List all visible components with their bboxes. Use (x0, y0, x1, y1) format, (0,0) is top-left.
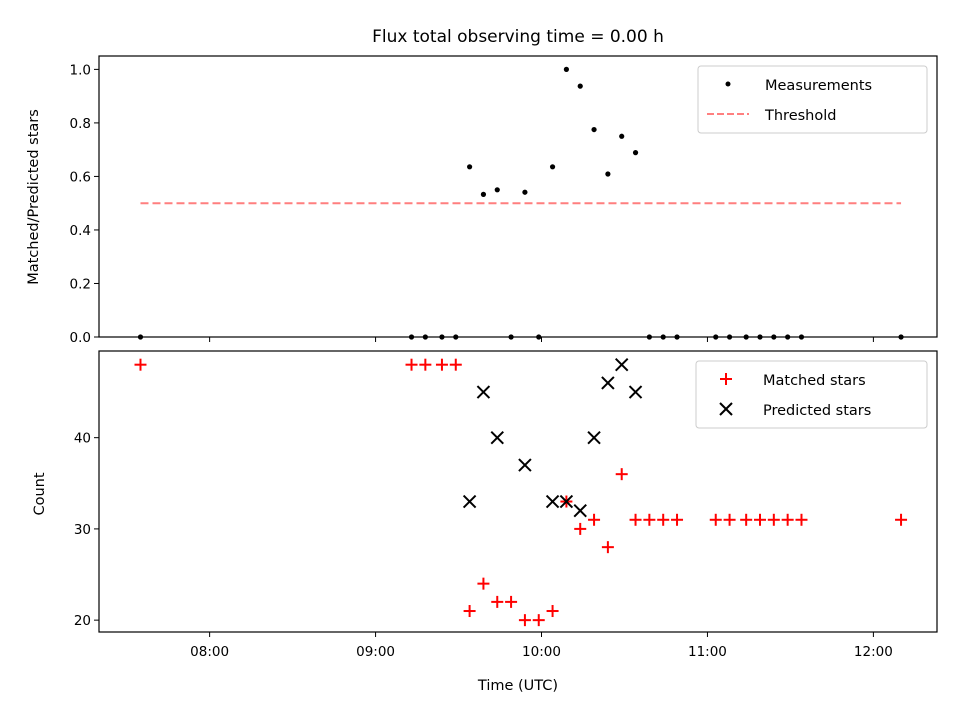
bottom-y-tick-label: 30 (74, 522, 91, 538)
matched-star-point (895, 513, 908, 526)
top-legend: Measurements Threshold (697, 65, 928, 134)
matched-star-point (629, 513, 642, 526)
matched-star-point (518, 614, 531, 627)
bottom-y-axis-ticks: 20 30 40 (74, 431, 99, 629)
top-y-tick-label: 1.0 (70, 62, 91, 78)
matched-star-point (505, 595, 518, 608)
legend-predicted-stars-label: Predicted stars (763, 403, 871, 419)
legend-measurements-marker (725, 81, 731, 87)
matched-star-point (477, 577, 490, 590)
predicted-star-point (587, 430, 601, 445)
matched-star-point (767, 513, 780, 526)
bottom-x-tick-label: 12:00 (854, 644, 893, 660)
measurement-point (605, 171, 611, 177)
predicted-star-point (490, 430, 504, 445)
measurement-point (591, 126, 597, 133)
predicted-star-point (615, 357, 629, 372)
top-y-tick-label: 0.0 (70, 330, 91, 346)
top-y-tick-label: 0.8 (70, 116, 91, 132)
predicted-star-point (628, 385, 643, 399)
matched-star-point (723, 513, 736, 526)
bottom-x-tick-label: 08:00 (190, 644, 229, 660)
matched-star-point (753, 513, 766, 526)
top-legend-box (697, 65, 928, 134)
legend-matched-stars-label: Matched stars (763, 373, 866, 389)
bottom-x-tick-label: 11:00 (688, 644, 727, 660)
x-axis-label: Time (UTC) (477, 678, 558, 694)
bottom-y-tick-label: 40 (74, 431, 91, 447)
measurement-point (563, 66, 569, 72)
bottom-legend: Matched stars Predicted stars (695, 360, 928, 429)
measurement-point (619, 133, 625, 139)
chart-title: Flux total observing time = 0.00 h (372, 27, 664, 47)
bottom-x-tick-label: 09:00 (356, 644, 395, 660)
legend-threshold-label: Threshold (764, 108, 836, 124)
matched-star-point (463, 605, 476, 618)
legend-measurements-label: Measurements (765, 78, 872, 94)
measurement-point (549, 164, 556, 170)
predicted-star-point (545, 494, 560, 509)
matched-star-point (601, 541, 614, 554)
measurement-point (494, 187, 500, 193)
top-y-tick-label: 0.2 (70, 276, 91, 292)
predicted-star-point (573, 503, 587, 518)
bottom-panel: 20 30 40 08:00 09:00 10:00 11:00 12:00 Count T… (32, 350, 938, 694)
bottom-legend-box (695, 360, 928, 429)
predicted-star-point (559, 494, 574, 509)
measurement-point (480, 191, 487, 197)
predicted-star-point (476, 385, 491, 399)
bottom-x-tick-label: 10:00 (522, 644, 561, 660)
top-x-axis-ticks (209, 337, 874, 342)
predicted-star-point (601, 376, 615, 390)
measurement-point (522, 189, 528, 195)
matched-star-point (449, 358, 462, 371)
top-y-tick-label: 0.6 (70, 169, 91, 185)
bottom-plot-frame (98, 350, 938, 633)
matched-star-point (405, 358, 418, 371)
top-y-axis-label: Matched/Predicted stars (26, 109, 42, 285)
matched-star-point (795, 513, 808, 526)
measurement-point (577, 83, 583, 89)
matched-star-point (781, 513, 794, 526)
matched-star-point (419, 358, 432, 371)
legend-matched-stars-marker (720, 373, 732, 385)
matched-star-point (532, 614, 545, 627)
top-y-axis-ticks: 0.0 0.2 0.4 0.6 0.8 1.0 (70, 62, 99, 346)
top-y-tick-label: 0.4 (70, 223, 91, 239)
matched-star-point (435, 358, 448, 371)
matched-star-point (740, 513, 753, 526)
predicted-star-point (518, 458, 532, 472)
bottom-plot-marks (134, 357, 908, 627)
matched-star-point (657, 513, 670, 526)
top-plot-frame (98, 55, 938, 338)
top-panel: 0.0 0.2 0.4 0.6 0.8 1.0 Matched/Predicted sta… (26, 55, 938, 346)
bottom-y-tick-label: 20 (74, 613, 91, 629)
matched-star-point (643, 513, 656, 526)
matched-star-point (491, 595, 504, 608)
matched-star-point (574, 522, 587, 535)
bottom-x-axis-ticks: 08:00 09:00 10:00 11:00 12:00 (190, 632, 893, 660)
matched-star-point (615, 468, 628, 481)
matched-star-point (134, 358, 147, 371)
predicted-star-point (462, 494, 477, 509)
matched-star-point (588, 513, 601, 526)
bottom-y-axis-label: Count (32, 472, 48, 515)
matched-star-point (709, 513, 722, 526)
matched-star-point (546, 605, 559, 618)
measurement-point (467, 164, 473, 170)
matched-star-point (671, 513, 684, 526)
measurement-point (632, 150, 639, 156)
legend-predicted-stars-marker (719, 402, 733, 416)
